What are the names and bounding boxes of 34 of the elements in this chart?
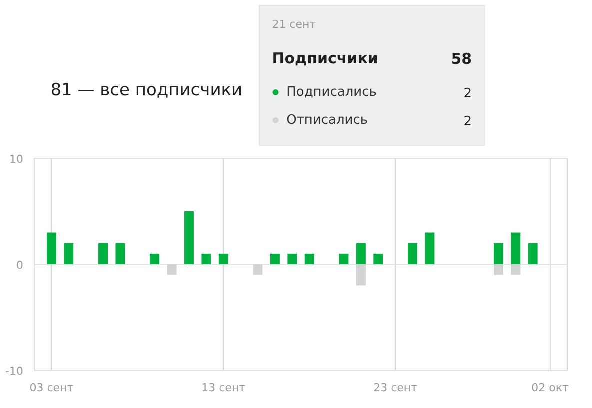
bar [528,243,538,264]
bar [150,254,160,264]
bar [116,243,126,264]
bar [46,232,56,264]
text: 2 [464,114,472,130]
y-tick-label: 10 [10,153,24,166]
bar [356,243,366,264]
bar [202,254,212,264]
bar [494,243,504,264]
bar [304,254,314,264]
text: 2 [464,86,472,102]
bar [98,243,108,264]
text: Подписчики [272,50,378,68]
bar [270,254,280,264]
bar [374,254,384,264]
legend-title: 21 сент [272,18,317,31]
bar [184,212,194,264]
bar [511,232,521,264]
legend-label: Отписались [286,113,368,128]
bar [425,232,435,264]
x-tick-label: 13 сент [202,382,246,394]
chart-title: 81 — все подписчики [50,80,243,100]
bar [288,254,298,264]
bar [218,254,228,264]
y-tick-label: -10 [6,365,24,378]
bar [339,254,349,264]
text: 58 [451,50,472,68]
y-tick-label: 0 [16,259,24,272]
bar [64,243,74,264]
bar [408,243,418,264]
x-tick-label: 03 сент [30,382,74,394]
legend-label: Подписались [286,85,377,100]
x-tick-label: 02 окт [532,382,570,394]
x-tick-label: 23 сент [374,382,418,394]
